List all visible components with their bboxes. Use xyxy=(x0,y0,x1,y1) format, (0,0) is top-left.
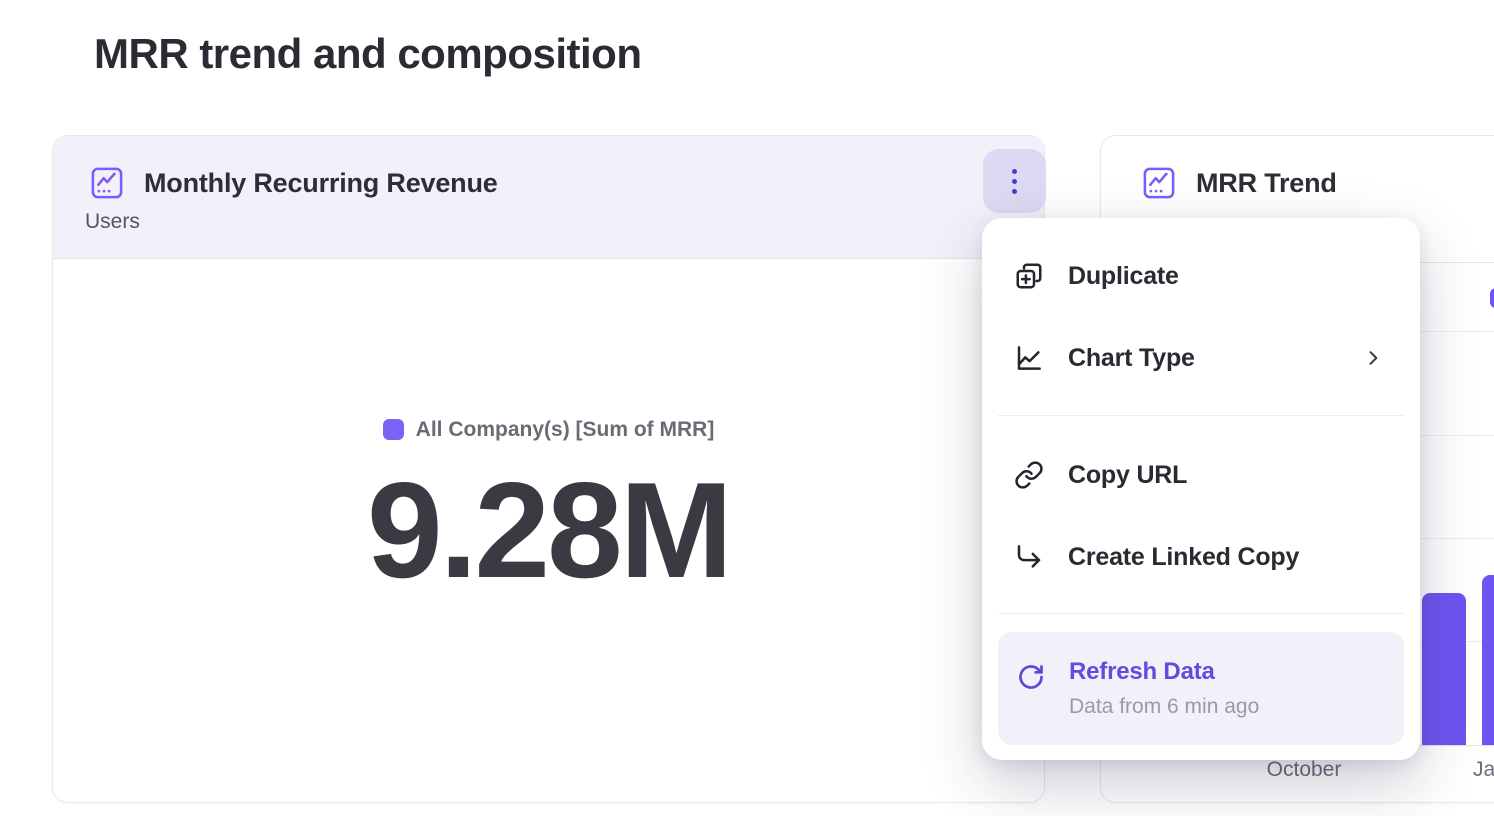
chevron-right-icon xyxy=(1363,348,1383,368)
link-icon xyxy=(1014,460,1044,490)
chart-line-icon xyxy=(1014,343,1044,373)
menu-item-label: Chart Type xyxy=(1068,343,1195,372)
legend-label: All Company(s) [Sum of MRR] xyxy=(415,417,715,441)
menu-item-label: Copy URL xyxy=(1068,460,1188,489)
kebab-dot xyxy=(1012,168,1017,174)
mrr-card-body: All Company(s) [Sum of MRR] 9.28M xyxy=(53,259,1044,802)
refresh-icon xyxy=(1017,663,1045,691)
corner-down-right-icon xyxy=(1014,542,1044,572)
menu-item-copy-url[interactable]: Copy URL xyxy=(998,451,1404,499)
chart-bar[interactable] xyxy=(1482,575,1494,745)
kebab-dot xyxy=(1012,178,1017,184)
mrr-card: Monthly Recurring Revenue Users All Comp… xyxy=(52,135,1046,803)
x-axis-label-october: October xyxy=(1266,758,1342,781)
context-menu: Duplicate Chart Type xyxy=(982,218,1420,760)
mrr-card-subtitle: Users xyxy=(85,210,140,233)
menu-divider xyxy=(998,415,1404,416)
page-title: MRR trend and composition xyxy=(94,30,642,77)
menu-divider xyxy=(998,613,1404,614)
menu-item-refresh-data[interactable]: Refresh Data Data from 6 min ago xyxy=(998,632,1404,745)
mrr-card-header: Monthly Recurring Revenue Users xyxy=(53,136,1046,259)
menu-item-label: Duplicate xyxy=(1068,261,1179,290)
kebab-dot xyxy=(1012,188,1017,194)
refresh-data-freshness: Data from 6 min ago xyxy=(1069,695,1260,718)
refresh-data-label: Refresh Data xyxy=(1069,658,1215,685)
duplicate-icon xyxy=(1014,261,1044,291)
x-axis-label-january-clipped: Ja xyxy=(1473,758,1494,781)
menu-item-create-linked-copy[interactable]: Create Linked Copy xyxy=(998,533,1404,581)
legend-swatch xyxy=(382,419,404,440)
mrr-trend-card-title: MRR Trend xyxy=(1196,167,1337,198)
chart-bar[interactable] xyxy=(1422,593,1466,745)
mrr-card-title: Monthly Recurring Revenue xyxy=(144,167,498,198)
menu-item-chart-type[interactable]: Chart Type xyxy=(998,334,1404,382)
refresh-text-block: Refresh Data Data from 6 min ago xyxy=(1069,658,1259,719)
chart-icon xyxy=(1141,165,1177,201)
trend-legend-swatch xyxy=(1490,288,1494,308)
menu-item-label: Create Linked Copy xyxy=(1068,542,1300,571)
legend: All Company(s) [Sum of MRR] xyxy=(382,417,715,442)
mrr-trend-title-row: MRR Trend xyxy=(1141,165,1337,201)
mrr-card-title-row: Monthly Recurring Revenue xyxy=(89,165,498,201)
card-options-button[interactable] xyxy=(983,149,1046,213)
big-number-value: 9.28M xyxy=(367,453,733,606)
chart-icon xyxy=(89,165,125,201)
menu-item-duplicate[interactable]: Duplicate xyxy=(998,252,1404,300)
